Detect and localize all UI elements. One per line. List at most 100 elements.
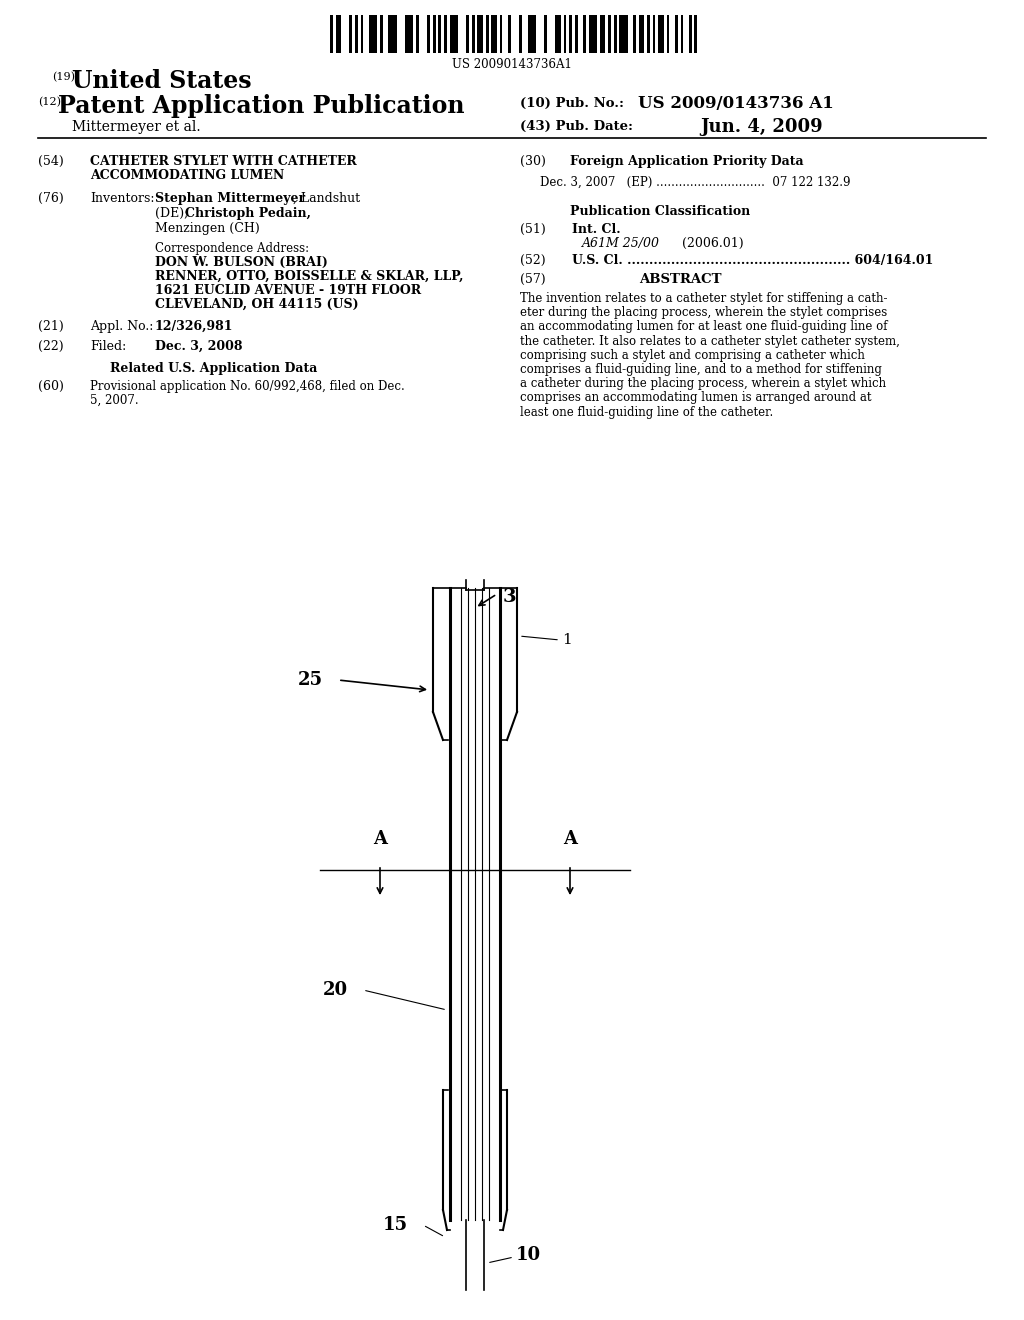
Bar <box>694 15 697 53</box>
Text: US 20090143736A1: US 20090143736A1 <box>452 58 572 71</box>
Text: 10: 10 <box>516 1246 541 1265</box>
Bar <box>613 15 616 53</box>
Bar <box>583 15 586 53</box>
Bar <box>689 15 691 53</box>
Bar <box>433 15 436 53</box>
Text: Filed:: Filed: <box>90 341 126 352</box>
Bar <box>600 15 605 53</box>
Text: A: A <box>563 830 577 847</box>
Text: 12/326,981: 12/326,981 <box>155 319 233 333</box>
Text: Related U.S. Application Data: Related U.S. Application Data <box>110 362 317 375</box>
Text: a catheter during the placing process, wherein a stylet which: a catheter during the placing process, w… <box>520 378 886 391</box>
Text: (21): (21) <box>38 319 63 333</box>
Text: 3: 3 <box>503 587 517 606</box>
Text: Inventors:: Inventors: <box>90 191 155 205</box>
Bar <box>639 15 644 53</box>
Bar <box>336 15 341 53</box>
Text: least one fluid-guiding line of the catheter.: least one fluid-guiding line of the cath… <box>520 405 773 418</box>
Text: Dec. 3, 2007   (EP) .............................  07 122 132.9: Dec. 3, 2007 (EP) ......................… <box>540 176 851 189</box>
Text: 25: 25 <box>298 671 323 689</box>
Bar <box>355 15 357 53</box>
Text: (19): (19) <box>52 73 75 82</box>
Bar <box>349 15 352 53</box>
Bar <box>500 15 503 53</box>
Text: United States: United States <box>72 69 252 92</box>
Bar <box>416 15 419 53</box>
Bar <box>608 15 611 53</box>
Bar <box>492 15 497 53</box>
Text: The invention relates to a catheter stylet for stiffening a cath-: The invention relates to a catheter styl… <box>520 292 888 305</box>
Text: comprising such a stylet and comprising a catheter which: comprising such a stylet and comprising … <box>520 348 865 362</box>
Text: (10) Pub. No.:: (10) Pub. No.: <box>520 96 624 110</box>
Text: Int. Cl.: Int. Cl. <box>572 223 621 236</box>
Bar <box>444 15 446 53</box>
Text: Patent Application Publication: Patent Application Publication <box>58 94 465 117</box>
Text: 1: 1 <box>562 634 571 647</box>
Text: Christoph Pedain,: Christoph Pedain, <box>185 207 311 220</box>
Bar <box>519 15 522 53</box>
Bar <box>508 15 511 53</box>
Text: (DE);: (DE); <box>155 207 193 220</box>
Text: (52): (52) <box>520 253 546 267</box>
Bar <box>466 15 469 53</box>
Text: Foreign Application Priority Data: Foreign Application Priority Data <box>570 154 804 168</box>
Bar <box>647 15 650 53</box>
Bar <box>658 15 664 53</box>
Text: (54): (54) <box>38 154 63 168</box>
Text: CATHETER STYLET WITH CATHETER: CATHETER STYLET WITH CATHETER <box>90 154 356 168</box>
Text: US 2009/0143736 A1: US 2009/0143736 A1 <box>638 95 834 112</box>
Bar <box>544 15 547 53</box>
Bar <box>563 15 566 53</box>
Bar <box>438 15 441 53</box>
Text: (57): (57) <box>520 273 546 286</box>
Text: Dec. 3, 2008: Dec. 3, 2008 <box>155 341 243 352</box>
Bar <box>330 15 333 53</box>
Text: ABSTRACT: ABSTRACT <box>639 273 721 286</box>
Bar <box>477 15 483 53</box>
Bar <box>675 15 678 53</box>
Text: Menzingen (CH): Menzingen (CH) <box>155 222 260 235</box>
Text: A61M 25/00: A61M 25/00 <box>582 238 660 249</box>
Text: Mittermeyer et al.: Mittermeyer et al. <box>72 120 201 135</box>
Bar <box>667 15 670 53</box>
Bar <box>527 15 536 53</box>
Text: 20: 20 <box>323 981 348 999</box>
Bar <box>569 15 572 53</box>
Text: 1621 EUCLID AVENUE - 19TH FLOOR: 1621 EUCLID AVENUE - 19TH FLOOR <box>155 284 421 297</box>
Text: Correspondence Address:: Correspondence Address: <box>155 242 309 255</box>
Text: U.S. Cl. ................................................... 604/164.01: U.S. Cl. ...............................… <box>572 253 933 267</box>
Text: (76): (76) <box>38 191 63 205</box>
Bar <box>681 15 683 53</box>
Text: Stephan Mittermeyer: Stephan Mittermeyer <box>155 191 305 205</box>
Text: comprises a fluid-guiding line, and to a method for stiffening: comprises a fluid-guiding line, and to a… <box>520 363 882 376</box>
Bar <box>633 15 636 53</box>
Text: Publication Classification: Publication Classification <box>570 205 751 218</box>
Text: eter during the placing process, wherein the stylet comprises: eter during the placing process, wherein… <box>520 306 887 319</box>
Text: (60): (60) <box>38 380 63 393</box>
Text: A: A <box>373 830 387 847</box>
Text: (22): (22) <box>38 341 63 352</box>
Text: (2006.01): (2006.01) <box>682 238 743 249</box>
Text: , Landshut: , Landshut <box>293 191 360 205</box>
Text: (12): (12) <box>38 96 61 107</box>
Bar <box>589 15 597 53</box>
Text: an accommodating lumen for at least one fluid-guiding line of: an accommodating lumen for at least one … <box>520 321 888 334</box>
Bar <box>380 15 383 53</box>
Text: (30): (30) <box>520 154 546 168</box>
Bar <box>369 15 377 53</box>
Text: Provisional application No. 60/992,468, filed on Dec.: Provisional application No. 60/992,468, … <box>90 380 404 393</box>
Bar <box>555 15 561 53</box>
Bar <box>406 15 414 53</box>
Bar <box>472 15 475 53</box>
Bar <box>574 15 578 53</box>
Text: comprises an accommodating lumen is arranged around at: comprises an accommodating lumen is arra… <box>520 392 871 404</box>
Text: CLEVELAND, OH 44115 (US): CLEVELAND, OH 44115 (US) <box>155 298 358 312</box>
Bar <box>620 15 628 53</box>
Text: the catheter. It also relates to a catheter stylet catheter system,: the catheter. It also relates to a cathe… <box>520 334 900 347</box>
Bar <box>450 15 458 53</box>
Text: Appl. No.:: Appl. No.: <box>90 319 154 333</box>
Text: (43) Pub. Date:: (43) Pub. Date: <box>520 120 633 133</box>
Text: ACCOMMODATING LUMEN: ACCOMMODATING LUMEN <box>90 169 285 182</box>
Text: RENNER, OTTO, BOISSELLE & SKLAR, LLP,: RENNER, OTTO, BOISSELLE & SKLAR, LLP, <box>155 271 464 282</box>
Text: 15: 15 <box>383 1216 408 1234</box>
